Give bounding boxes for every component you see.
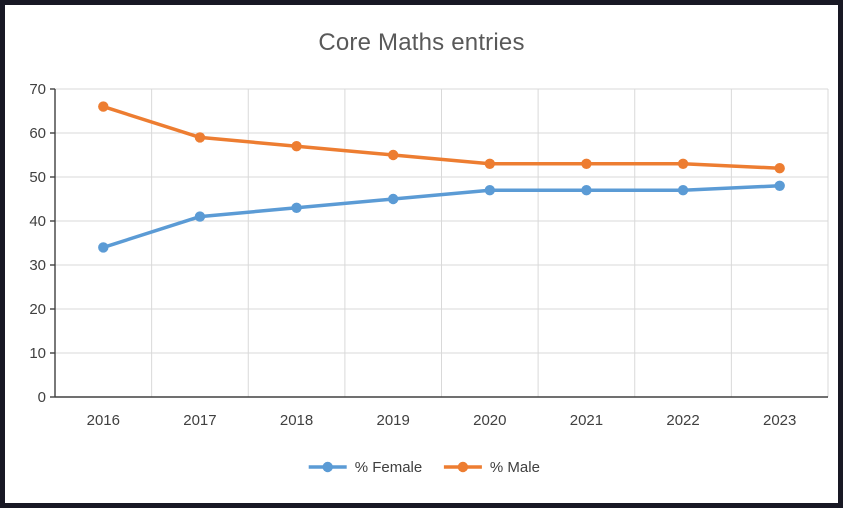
series--male: [98, 101, 785, 174]
legend-label: % Female: [355, 459, 423, 476]
x-tick-label: 2019: [377, 412, 410, 429]
data-point-marker: [194, 211, 206, 222]
series-line: [101, 184, 782, 250]
x-tick-label: 2016: [87, 412, 120, 429]
data-point-marker: [677, 158, 689, 169]
chart-canvas: 0 10 20 30 40 50 60 70 2016 2017 2018 2019 2020 2021 2…: [29, 81, 829, 476]
y-tick-label: 50: [29, 169, 46, 186]
data-point-marker: [291, 202, 302, 213]
series-line: [101, 104, 782, 170]
data-point-marker: [484, 158, 496, 169]
data-point-marker: [677, 185, 689, 196]
data-point-marker: [194, 132, 206, 143]
legend-item: % Male: [443, 459, 540, 476]
data-point-marker: [387, 149, 399, 161]
data-point-marker: [98, 242, 109, 253]
y-tick-label: 70: [29, 81, 46, 98]
legend-label: % Male: [490, 459, 540, 476]
data-point-marker: [291, 141, 302, 152]
x-tick-label: 2023: [763, 412, 796, 429]
y-tick-label: 10: [29, 345, 46, 362]
x-tick-label: 2020: [473, 412, 506, 429]
x-tick-label: 2021: [570, 412, 603, 429]
data-point-marker: [581, 158, 592, 169]
data-point-marker: [774, 163, 785, 174]
legend-item: % Female: [308, 459, 423, 476]
data-point-marker: [774, 180, 785, 191]
data-point-marker: [484, 185, 496, 196]
x-tick-label: 2022: [666, 412, 699, 429]
legend-marker: [322, 461, 333, 473]
y-tick-label: 30: [29, 257, 46, 274]
x-tick-label: 2018: [280, 412, 313, 429]
legend: % Female % Male: [308, 459, 540, 476]
y-tick-label: 40: [29, 213, 46, 230]
data-point-marker: [98, 101, 109, 112]
x-tick-label: 2017: [183, 412, 216, 429]
legend-marker: [457, 461, 469, 473]
data-point-marker: [581, 185, 592, 196]
chart-title: Core Maths entries: [318, 29, 525, 56]
y-tick-label: 60: [29, 125, 46, 142]
y-tick-label: 0: [38, 389, 46, 406]
series--female: [98, 180, 785, 253]
y-tick-label: 20: [29, 301, 46, 318]
data-point-marker: [387, 193, 399, 205]
